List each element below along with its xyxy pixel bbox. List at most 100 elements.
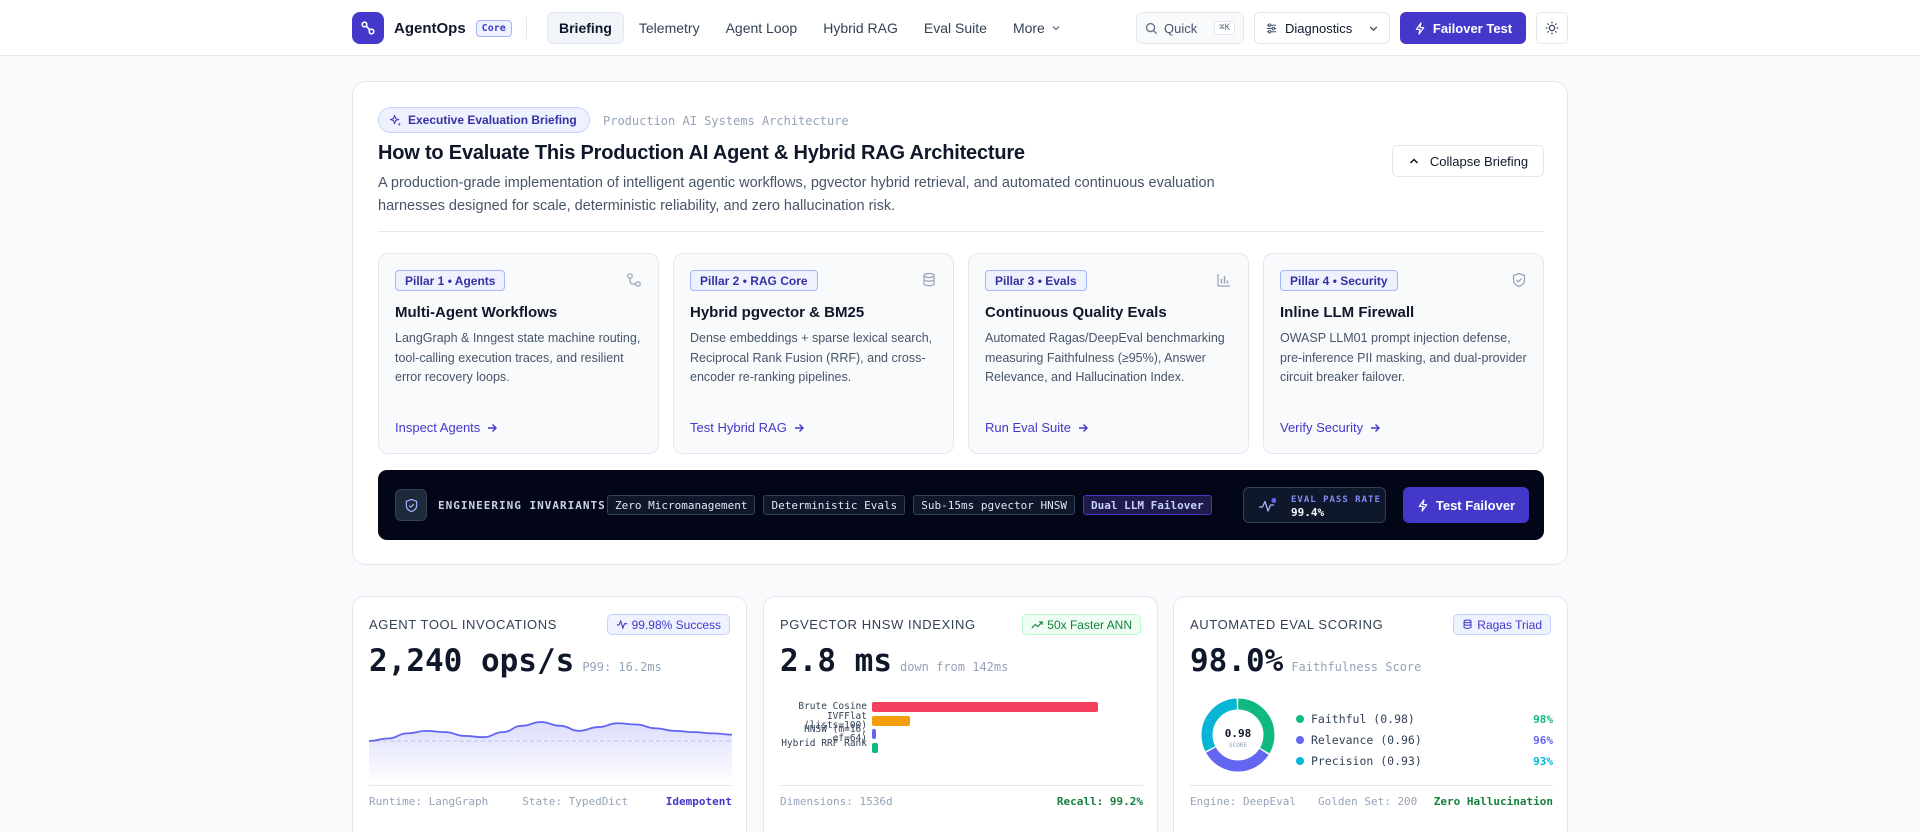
legend-item: Relevance (0.96) 96% [1296,732,1553,748]
divider [378,231,1544,232]
sparkles-icon [389,114,402,126]
pillar-link-label: Verify Security [1280,420,1364,435]
donut-score: 0.98 [1225,727,1252,740]
metric-footer: Runtime: LangGraph State: TypedDict Idem… [369,785,732,808]
agent-tool-invocations-card: AGENT TOOL INVOCATIONS 99.98% Success 2,… [352,596,747,832]
invariant-chips: Zero Micromanagement Deterministic Evals… [607,495,1212,515]
nav-agent-loop[interactable]: Agent Loop [725,20,798,36]
pillar-description: LangGraph & Inngest state machine routin… [395,331,641,384]
inspect-agents-link[interactable]: Inspect Agents [395,420,498,435]
pillar-tag: Pillar 4 • Security [1280,270,1398,291]
metric-footer: Engine: DeepEval Golden Set: 200 Zero Ha… [1190,785,1553,808]
bar [872,743,878,753]
dimensions-info: Dimensions: 1536d [780,795,893,808]
bar [872,729,877,739]
nav-briefing[interactable]: Briefing [547,12,624,44]
diagnostics-dropdown[interactable]: Diagnostics [1254,12,1390,44]
brand-badge: Core [475,19,512,37]
pillar-link-label: Run Eval Suite [985,420,1071,435]
ragas-triad-badge: Ragas Triad [1453,614,1551,635]
throughput-value: 2,240 ops/s [369,643,575,679]
workflow-icon [627,273,641,287]
metric-value: 2.8 ms down from 142ms [780,643,1008,679]
pillar-card-rag: Pillar 2 • RAG Core Hybrid pgvector & BM… [673,253,954,454]
bar-row: HNSW (m=16, ef=64) [780,725,1143,743]
pillar-card-agents: Pillar 1 • Agents Multi-Agent Workflows … [378,253,659,454]
speedup-badge: 50x Faster ANN [1022,614,1141,635]
theme-toggle-button[interactable] [1536,12,1568,44]
shield-icon [395,489,427,521]
collapse-briefing-button[interactable]: Collapse Briefing [1392,145,1544,177]
sparkline-line [369,721,732,742]
engineering-invariants-bar: ENGINEERING INVARIANTS Zero Micromanagem… [378,470,1544,540]
nav-telemetry[interactable]: Telemetry [638,20,700,36]
pillar-title: Inline LLM Firewall [1280,304,1415,321]
legend-label: Relevance (0.96) [1311,733,1422,747]
pillar-description: Automated Ragas/DeepEval benchmarking me… [985,331,1225,384]
arrow-right-icon [794,423,804,432]
test-hybrid-rag-link[interactable]: Test Hybrid RAG [690,420,805,435]
success-rate-label: 99.98% Success [631,617,721,632]
throughput-sparkline [369,721,732,779]
search-icon [1145,22,1158,34]
legend-dot [1296,715,1304,723]
top-bar: AgentOps Core Briefing Telemetry Agent L… [0,0,1920,56]
latency-comparison: down from 142ms [899,660,1009,674]
legend-dot [1296,757,1304,765]
zap-icon [1418,498,1428,512]
activity-icon [1259,498,1276,512]
metric-label: AGENT TOOL INVOCATIONS [369,617,558,632]
invariant-chip: Sub-15ms pgvector HNSW [913,495,1075,515]
bar-label: IVFFlat (lists=100) [804,711,867,731]
invariants-label: ENGINEERING INVARIANTS [438,499,606,512]
bar-label: HNSW (m=16, ef=64) [804,724,867,744]
briefing-description: A production-grade implementation of int… [378,175,1215,214]
invariant-chip: Deterministic Evals [763,495,906,515]
zero-hallucination-tag: Zero Hallucination [1433,795,1553,808]
test-failover-button[interactable]: Test Failover [1403,487,1529,523]
legend-label: Precision (0.93) [1311,754,1422,768]
legend-percent: 93% [1533,754,1553,768]
runtime-info: Runtime: LangGraph [369,795,489,808]
run-eval-suite-link[interactable]: Run Eval Suite [985,420,1089,435]
main-nav: Briefing Telemetry Agent Loop Hybrid RAG… [547,12,1072,44]
donut-segment [1201,698,1275,772]
ragas-triad-label: Ragas Triad [1477,617,1542,632]
sun-icon [1545,21,1559,35]
invariant-chip-highlighted: Dual LLM Failover [1083,495,1212,515]
nav-more[interactable]: More [1002,12,1072,44]
arrow-right-icon [1371,423,1381,432]
verify-security-link[interactable]: Verify Security [1280,420,1381,435]
quick-search-button[interactable]: Quick ⌘K [1136,12,1244,44]
chevron-down-icon [1369,25,1378,31]
donut-segment [1201,698,1275,772]
pass-rate-label: EVAL PASS RATE [1291,495,1381,505]
chevron-up-icon [1409,158,1418,164]
bar [872,716,911,726]
collapse-briefing-label: Collapse Briefing [1429,153,1529,169]
metric-label: AUTOMATED EVAL SCORING [1190,617,1384,632]
pillar-title: Continuous Quality Evals [985,304,1167,321]
failover-test-button[interactable]: Failover Test [1400,12,1526,44]
chevron-down-icon [1052,26,1060,31]
nav-hybrid-rag[interactable]: Hybrid RAG [823,20,898,36]
pillar-tag: Pillar 1 • Agents [395,270,506,291]
legend-dot [1296,736,1304,744]
metric-value: 98.0% Faithfulness Score [1190,643,1421,679]
pillar-tag: Pillar 3 • Evals [985,270,1087,291]
briefing-badge-label: Executive Evaluation Briefing [408,113,577,127]
briefing-subtitle: Production AI Systems Architecture [603,114,849,128]
bar-chart-icon [1217,274,1230,287]
pgvector-hnsw-indexing-card: PGVECTOR HNSW INDEXING 50x Faster ANN 2.… [763,596,1158,832]
pillar-title: Multi-Agent Workflows [395,304,558,321]
brand-name: AgentOps [394,19,466,37]
nav-eval-suite[interactable]: Eval Suite [923,20,987,36]
activity-icon [616,619,627,630]
metric-label: PGVECTOR HNSW INDEXING [780,617,976,632]
diagnostics-label: Diagnostics [1285,20,1353,36]
logo-icon [352,12,384,44]
executive-briefing-card: Executive Evaluation Briefing Production… [352,81,1568,565]
brand[interactable]: AgentOps Core [352,12,512,44]
briefing-badge: Executive Evaluation Briefing [378,107,590,133]
zap-icon [1415,21,1425,35]
